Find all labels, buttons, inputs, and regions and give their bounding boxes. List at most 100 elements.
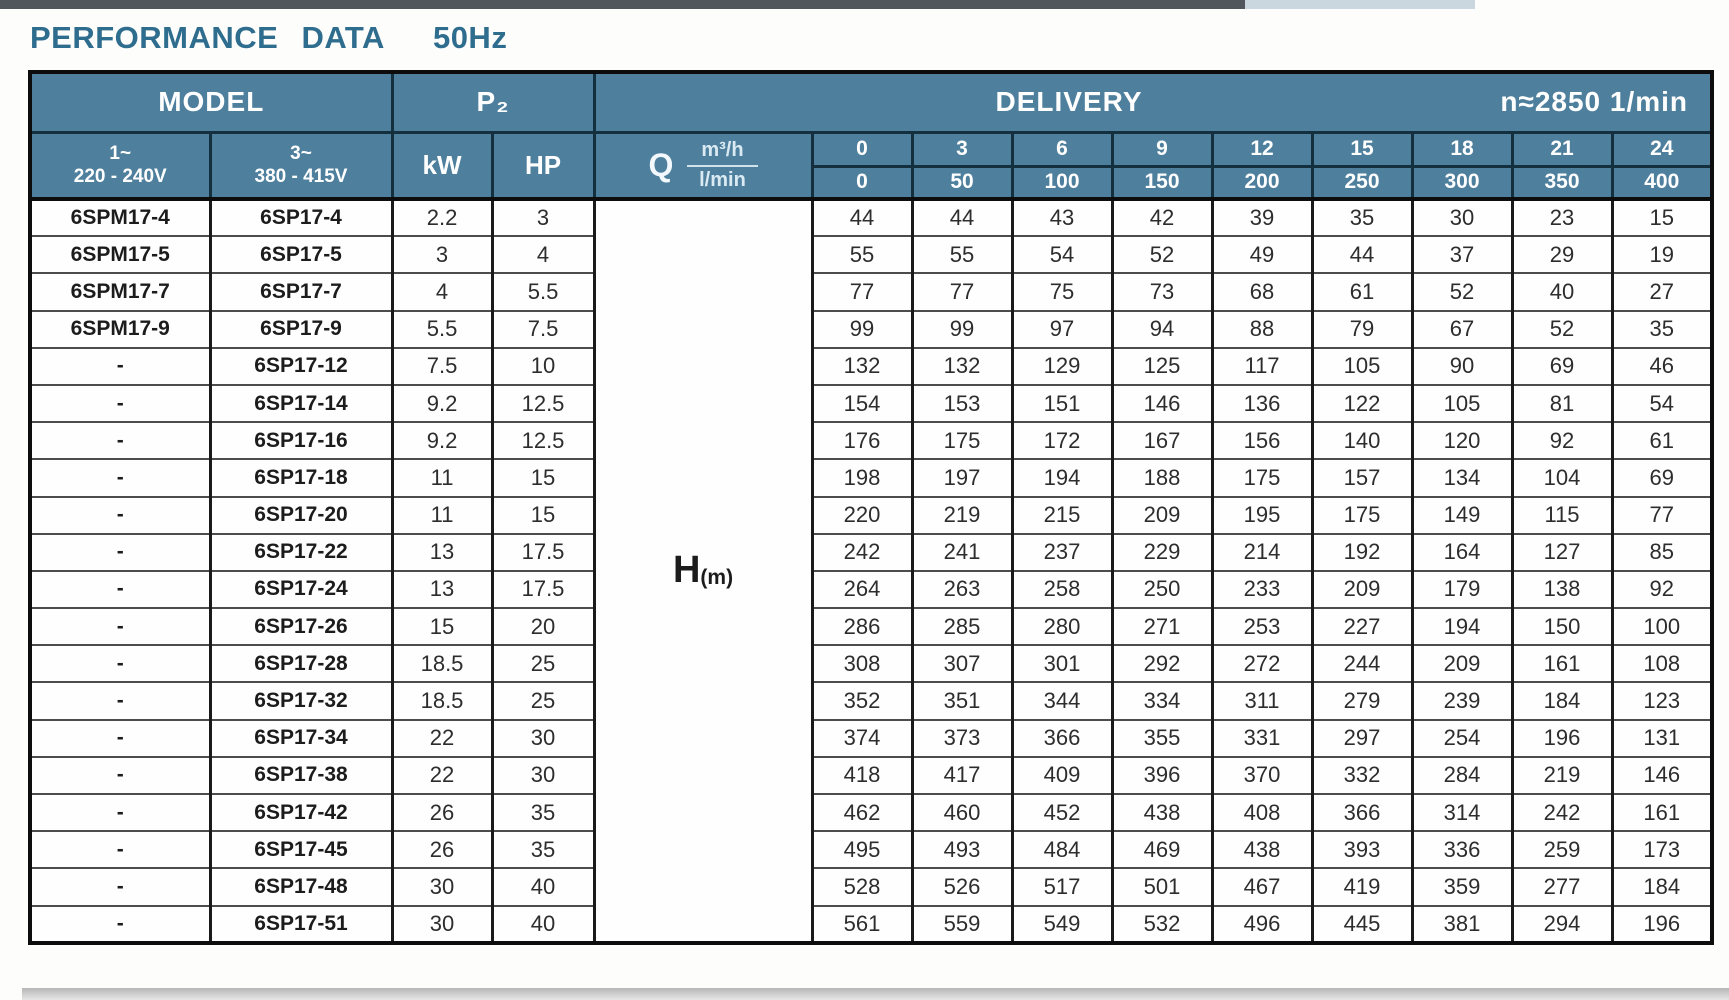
- head-value-cell: 77: [810, 272, 914, 312]
- kw-value-cell: 4: [390, 272, 494, 312]
- head-value-cell: 393: [1310, 830, 1414, 870]
- hp-value-cell: 10: [490, 346, 596, 386]
- head-value-cell: 495: [810, 830, 914, 870]
- head-value-cell: 307: [910, 644, 1014, 684]
- head-value-cell: 284: [1410, 755, 1514, 796]
- model-3phase-cell: 6SP17-38: [208, 755, 394, 796]
- head-value-cell: 153: [910, 383, 1014, 424]
- kw-value-cell: 26: [390, 830, 494, 870]
- flow-lmin-value: 100: [1010, 164, 1114, 201]
- head-value-cell: 85: [1610, 532, 1714, 572]
- head-value-cell: 40: [1510, 272, 1614, 312]
- head-value-cell: 396: [1110, 755, 1214, 796]
- head-value-cell: 501: [1110, 867, 1214, 907]
- table-row: -6SP17-42 26 35 462 460 452 438 408 366 314 242 161: [28, 792, 1714, 833]
- header-three-phase-symbol: 3~: [290, 143, 312, 165]
- head-value-cell: 175: [1310, 495, 1414, 535]
- hp-value-cell: 17.5: [490, 569, 596, 610]
- head-value-cell: 484: [1010, 830, 1114, 870]
- model-3phase-cell: 6SP17-42: [208, 792, 394, 833]
- model-3phase-cell: 6SP17-4: [208, 197, 394, 238]
- head-value-cell: 311: [1210, 681, 1314, 721]
- head-value-cell: 73: [1110, 272, 1214, 312]
- head-value-cell: 196: [1510, 718, 1614, 758]
- table-row: -6SP17-32 18.5 25 352 351 344 334 311 279 239 184 1…: [28, 681, 1714, 721]
- head-value-cell: 250: [1110, 569, 1214, 610]
- head-value-cell: 75: [1010, 272, 1114, 312]
- head-value-cell: 239: [1410, 681, 1514, 721]
- head-value-cell: 44: [1310, 235, 1414, 275]
- head-value-cell: 90: [1410, 346, 1514, 386]
- head-value-cell: 99: [910, 309, 1014, 349]
- head-value-cell: 528: [810, 867, 914, 907]
- head-value-cell: 167: [1110, 421, 1214, 461]
- head-value-cell: 462: [810, 792, 914, 833]
- head-value-cell: 132: [910, 346, 1014, 386]
- flow-lmin-value: 250: [1310, 164, 1414, 201]
- head-value-cell: 127: [1510, 532, 1614, 572]
- model-1phase-cell: -: [28, 904, 212, 945]
- flow-lmin-value: 350: [1510, 164, 1614, 201]
- kw-value-cell: 30: [390, 904, 494, 945]
- flow-symbol: Q: [648, 146, 674, 183]
- header-single-phase: 1~ 220 - 240V: [28, 130, 212, 201]
- head-value-cell: 173: [1610, 830, 1714, 870]
- head-value-cell: 29: [1510, 235, 1614, 275]
- head-value-cell: 146: [1110, 383, 1214, 424]
- flow-m3h-value: 6: [1010, 130, 1114, 168]
- head-value-cell: 241: [910, 532, 1014, 572]
- head-value-cell: 150: [1510, 607, 1614, 647]
- head-value-cell: 445: [1310, 904, 1414, 945]
- head-value-cell: 370: [1210, 755, 1314, 796]
- head-value-cell: 105: [1310, 346, 1414, 386]
- head-value-cell: 258: [1010, 569, 1114, 610]
- header-delivery-cell: DELIVERY n≈2850 1/min: [592, 70, 1714, 134]
- model-3phase-cell: 6SP17-24: [208, 569, 394, 610]
- table-row: -6SP17-24 13 17.5 264 263 258 250 233 209 179 138 9…: [28, 569, 1714, 610]
- table-row: -6SP17-22 13 17.5 242 241 237 229 214 192 164 127 8…: [28, 532, 1714, 572]
- header-sub-row-2: 0 50 100 150 200 250 300 350 400: [30, 164, 1714, 201]
- head-value-cell: 419: [1310, 867, 1414, 907]
- kw-value-cell: 18.5: [390, 681, 494, 721]
- head-value-cell: 100: [1610, 607, 1714, 647]
- model-3phase-cell: 6SP17-14: [208, 383, 394, 424]
- head-value-cell: 115: [1510, 495, 1614, 535]
- scan-artifact-top: [0, 0, 1245, 9]
- scan-artifact-top-right: [1245, 0, 1475, 9]
- head-value-cell: 61: [1310, 272, 1414, 312]
- head-value-cell: 179: [1410, 569, 1514, 610]
- head-value-cell: 184: [1510, 681, 1614, 721]
- header-single-phase-voltage: 220 - 240V: [73, 166, 167, 188]
- flow-m3h-value: 18: [1410, 130, 1514, 168]
- kw-value-cell: 3: [390, 235, 494, 275]
- head-value-cell: 149: [1410, 495, 1514, 535]
- head-value-cell: 197: [910, 458, 1014, 498]
- head-value-cell: 355: [1110, 718, 1214, 758]
- model-1phase-cell: -: [28, 607, 212, 647]
- model-1phase-cell: -: [28, 458, 212, 498]
- model-1phase-cell: -: [28, 569, 212, 610]
- head-value-cell: 176: [810, 421, 914, 461]
- head-value-cell: 417: [910, 755, 1014, 796]
- hp-value-cell: 17.5: [490, 532, 596, 572]
- head-value-cell: 209: [1410, 644, 1514, 684]
- kw-value-cell: 2.2: [390, 197, 494, 238]
- flow-unit-lmin: l/min: [699, 168, 746, 191]
- head-value-cell: 272: [1210, 644, 1314, 684]
- head-value-cell: 157: [1310, 458, 1414, 498]
- model-3phase-cell: 6SP17-16: [208, 421, 394, 461]
- head-symbol: H: [672, 549, 701, 592]
- head-value-cell: 220: [810, 495, 914, 535]
- head-value-cell: 192: [1310, 532, 1414, 572]
- head-value-cell: 253: [1210, 607, 1314, 647]
- head-value-cell: 301: [1010, 644, 1114, 684]
- head-value-cell: 195: [1210, 495, 1314, 535]
- hp-value-cell: 3: [490, 197, 596, 238]
- head-value-cell: 264: [810, 569, 914, 610]
- head-value-cell: 44: [910, 197, 1014, 238]
- head-value-cell: 277: [1510, 867, 1614, 907]
- head-value-cell: 94: [1110, 309, 1214, 349]
- head-value-cell: 194: [1010, 458, 1114, 498]
- head-value-cell: 286: [810, 607, 914, 647]
- model-3phase-cell: 6SP17-51: [208, 904, 394, 945]
